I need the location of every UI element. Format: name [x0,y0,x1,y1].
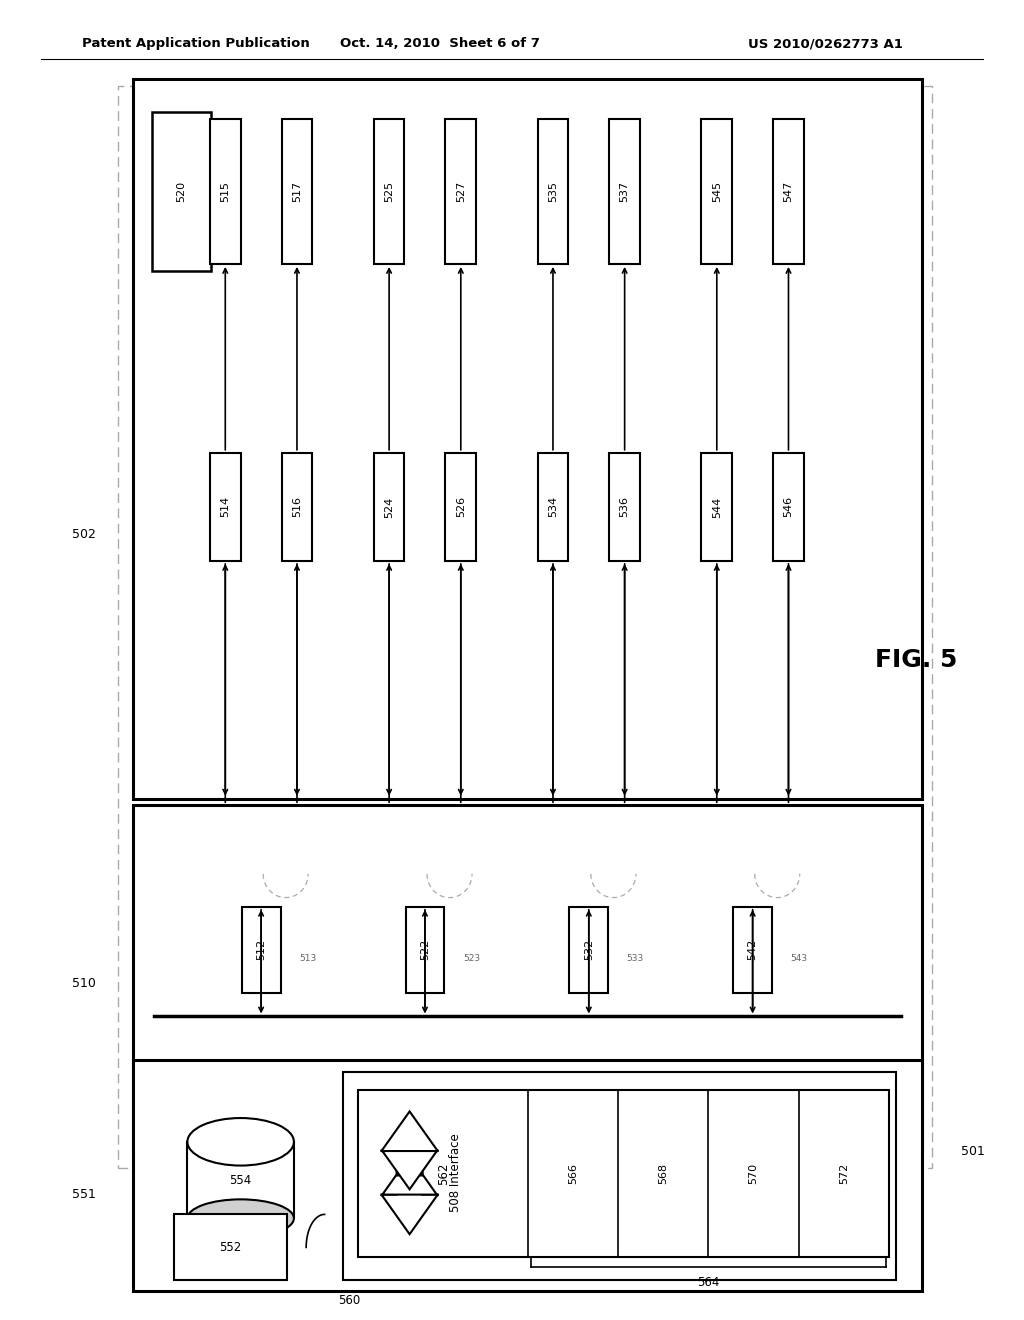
Bar [133,79,922,799]
Bar [242,907,281,993]
Text: 522: 522 [420,939,430,961]
Bar [282,119,312,264]
Text: 560: 560 [338,1294,360,1307]
Bar [773,453,804,561]
Text: 525: 525 [384,181,394,202]
Text: US 2010/0262773 A1: US 2010/0262773 A1 [748,37,902,50]
Bar [773,119,804,264]
Bar [174,1214,287,1280]
Bar [374,119,404,264]
Text: 532: 532 [584,939,594,961]
Bar [210,119,241,264]
Bar [733,907,772,993]
Text: 510: 510 [73,977,96,990]
Bar [152,112,211,271]
Text: 562: 562 [437,1163,450,1184]
Text: 523: 523 [463,954,480,962]
Text: 501: 501 [961,1144,984,1158]
Text: 542: 542 [748,939,758,961]
Text: 514: 514 [220,496,230,517]
Bar [187,1142,294,1218]
Text: Oct. 14, 2010  Sheet 6 of 7: Oct. 14, 2010 Sheet 6 of 7 [340,37,541,50]
Text: 513: 513 [299,954,316,962]
Text: 516: 516 [292,496,302,517]
Bar [133,805,922,1148]
Text: 566: 566 [568,1163,579,1184]
Text: 568: 568 [658,1163,669,1184]
Text: 546: 546 [783,496,794,517]
Bar [358,1090,889,1257]
Text: 551: 551 [73,1188,96,1201]
Text: 534: 534 [548,496,558,517]
Text: 564: 564 [697,1276,720,1290]
Bar [445,453,476,561]
Text: 512: 512 [256,939,266,961]
Text: 572: 572 [839,1163,849,1184]
Text: 554: 554 [229,1173,252,1187]
Bar [609,453,640,561]
Bar [538,119,568,264]
Text: 552: 552 [219,1241,242,1254]
Text: 524: 524 [384,496,394,517]
Bar [609,119,640,264]
Text: 535: 535 [548,181,558,202]
Text: 547: 547 [783,181,794,202]
Text: 508 Interface: 508 Interface [450,1134,462,1212]
Text: 517: 517 [292,181,302,202]
Text: 536: 536 [620,496,630,517]
Text: Patent Application Publication: Patent Application Publication [82,37,309,50]
Text: FIG. 5: FIG. 5 [876,648,957,672]
Text: 543: 543 [791,954,808,962]
Bar [210,453,241,561]
Bar [133,1060,922,1291]
Text: 502: 502 [73,528,96,541]
Text: 526: 526 [456,496,466,517]
Bar [118,86,932,1168]
Text: 544: 544 [712,496,722,517]
Bar [445,119,476,264]
FancyArrow shape [381,1171,438,1234]
Text: 545: 545 [712,181,722,202]
FancyArrow shape [381,1111,438,1175]
Bar [374,453,404,561]
FancyArrow shape [381,1150,438,1189]
Bar [282,453,312,561]
Bar [406,907,444,993]
Text: 537: 537 [620,181,630,202]
Text: 533: 533 [627,954,644,962]
Bar [538,453,568,561]
Bar [569,907,608,993]
Text: 515: 515 [220,181,230,202]
Ellipse shape [187,1200,294,1237]
Text: 570: 570 [749,1163,759,1184]
Ellipse shape [187,1118,294,1166]
Bar [701,453,732,561]
Bar [701,119,732,264]
Bar [343,1072,896,1280]
Text: 527: 527 [456,181,466,202]
Text: 520: 520 [176,181,186,202]
FancyArrow shape [381,1156,438,1196]
